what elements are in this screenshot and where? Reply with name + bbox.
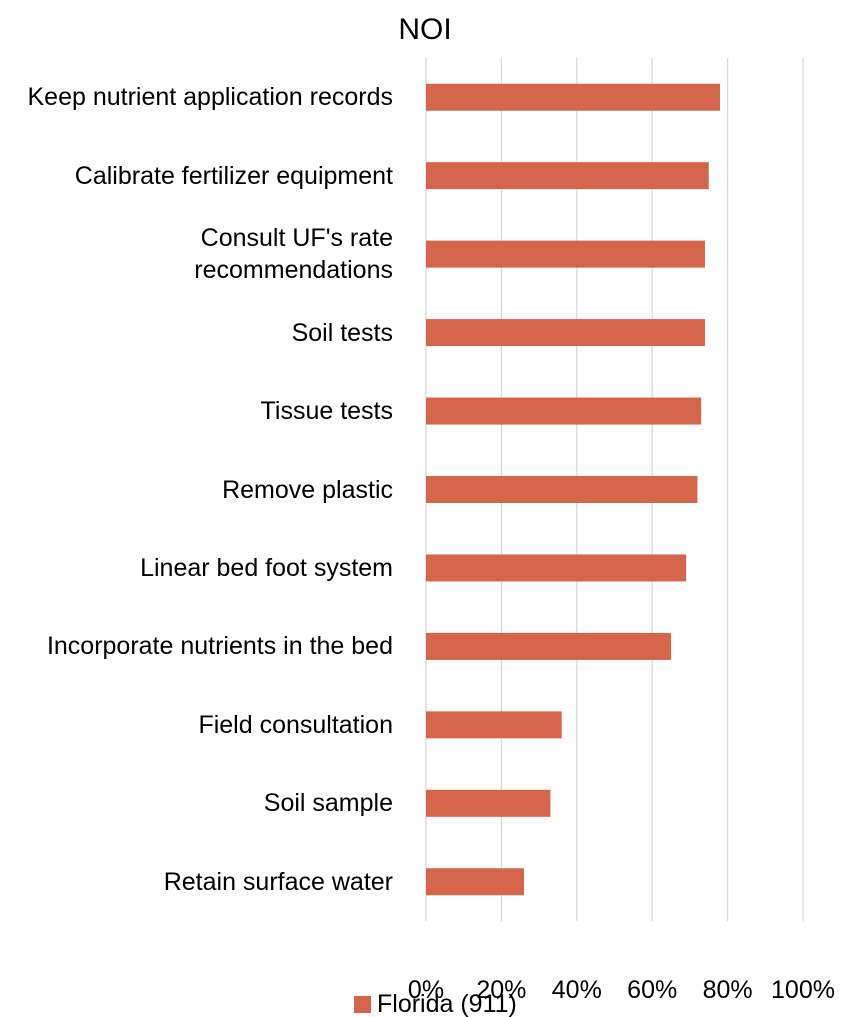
- y-tick-label: Consult UF's rate recommendations: [194, 224, 393, 285]
- y-tick-label: Field consultation: [198, 710, 393, 739]
- bar: [426, 632, 672, 660]
- bar: [426, 319, 705, 347]
- bar: [426, 554, 687, 582]
- legend-label: Florida (911): [377, 990, 517, 1017]
- y-tick-label: Remove plastic: [222, 475, 393, 504]
- y-tick-label: Tissue tests: [260, 397, 393, 426]
- legend: Florida (911): [354, 988, 517, 1017]
- legend-swatch: [354, 995, 371, 1013]
- y-tick-label: Incorporate nutrients in the bed: [46, 632, 393, 661]
- bar: [426, 868, 525, 896]
- chart-title: NOI: [398, 13, 452, 46]
- x-tick-label: 100%: [771, 976, 835, 1004]
- x-tick-label: 0%: [407, 976, 445, 1004]
- x-tick-label: 80%: [702, 976, 753, 1004]
- bar: [426, 711, 562, 739]
- y-tick-label: Retain surface water: [163, 867, 393, 896]
- y-tick-label: Linear bed foot system: [140, 553, 393, 582]
- x-tick-label: 20%: [476, 976, 527, 1004]
- bar: [426, 397, 702, 425]
- bar: [426, 240, 705, 268]
- x-tick-label: 40%: [551, 976, 602, 1004]
- bar: [426, 789, 551, 817]
- bar: [426, 83, 721, 111]
- bar: [426, 162, 709, 190]
- y-tick-label: Calibrate fertilizer equipment: [74, 161, 393, 190]
- y-tick-label: Keep nutrient application records: [27, 83, 393, 112]
- y-tick-label: Soil sample: [263, 789, 393, 818]
- y-tick-label: Soil tests: [291, 318, 393, 347]
- bar: [426, 476, 698, 503]
- x-tick-label: 60%: [627, 976, 678, 1004]
